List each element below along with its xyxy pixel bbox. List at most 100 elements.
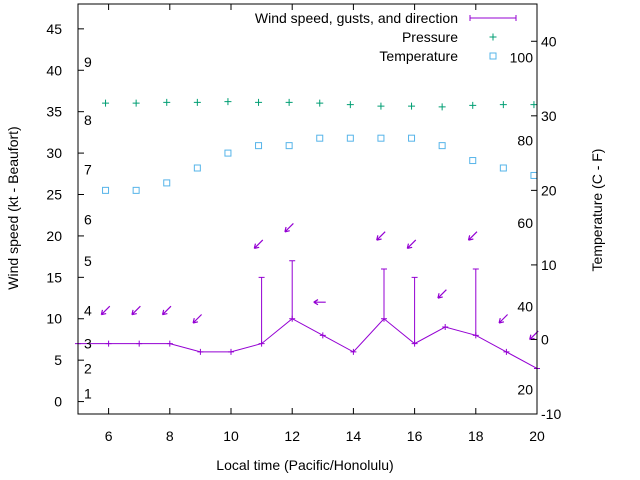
x-tick-label: 16 [407, 428, 423, 444]
wind-direction-arrow [406, 239, 417, 250]
fahrenheit-label: 100 [510, 50, 534, 66]
pressure-point [193, 98, 201, 106]
y-right-tick-label: 0 [541, 331, 549, 347]
temperature-point [377, 134, 385, 142]
x-tick-label: 8 [166, 428, 174, 444]
wind-speed-point [319, 332, 326, 339]
y-left-tick-label: 45 [46, 21, 62, 37]
wind-direction-arrow [467, 231, 478, 241]
y-axis-label-left: Wind speed (kt - Beaufort) [5, 126, 21, 289]
wind-speed-point [228, 348, 234, 355]
x-tick-label: 12 [284, 428, 300, 444]
beaufort-label: 1 [84, 385, 92, 401]
y-right-tick-label: 30 [541, 108, 557, 124]
fahrenheit-label: 80 [517, 132, 533, 148]
pressure-point [316, 99, 324, 107]
pressure-point [224, 98, 232, 106]
pressure-point [377, 102, 385, 110]
x-tick-label: 14 [346, 428, 362, 444]
legend-pressure-sample [489, 33, 497, 41]
wind-speed-point [136, 340, 143, 347]
temperature-point [285, 142, 293, 150]
axes: 6 8 10 12 14 16 18 20051015202530354045-1001020… [46, 3, 561, 444]
x-tick-label: 20 [529, 428, 545, 444]
wind-direction-arrow [161, 305, 172, 316]
y-right-tick-label: -10 [541, 406, 561, 422]
pressure-point [346, 101, 354, 109]
wind-direction-arrow [100, 305, 111, 316]
wind-speed-point [166, 340, 173, 347]
beaufort-label: 5 [84, 253, 92, 269]
pressure-point [163, 98, 171, 106]
beaufort-label: 8 [84, 112, 92, 128]
series-layer [75, 98, 540, 372]
pressure-point [102, 99, 110, 107]
temperature-point [163, 179, 171, 187]
pressure-point [132, 99, 140, 107]
beaufort-label: 9 [84, 54, 92, 70]
legend-temperature-label: Temperature [379, 48, 458, 64]
wind-direction-arrow [376, 231, 386, 241]
temperature-point [530, 171, 538, 179]
temperature-point [408, 134, 416, 142]
temperature-point [102, 186, 110, 194]
y-left-tick-label: 0 [54, 394, 62, 410]
y-axis-label-right: Temperature (C - F) [589, 149, 605, 272]
temperature-point [255, 142, 263, 150]
pressure-point [408, 102, 416, 110]
temperature-point [499, 164, 507, 172]
pressure-point [469, 101, 477, 109]
y-right-tick-label: 40 [541, 33, 557, 49]
wind-direction-arrow [498, 314, 509, 324]
y-left-tick-label: 10 [46, 311, 62, 327]
wind-direction-arrow [192, 314, 203, 324]
legend-pressure-label: Pressure [402, 29, 458, 45]
wind-speed-point [350, 348, 357, 355]
fahrenheit-label: 20 [517, 381, 533, 397]
temperature-point [316, 134, 324, 142]
y-left-tick-label: 20 [46, 228, 62, 244]
temperature-point [132, 186, 140, 194]
wind-direction-arrow [284, 222, 294, 233]
fahrenheit-label: 60 [517, 215, 533, 231]
temperature-point [224, 149, 232, 157]
beaufort-label: 6 [84, 211, 92, 227]
y-left-tick-label: 35 [46, 104, 62, 120]
y-left-tick-label: 5 [54, 352, 62, 368]
plot-frame [77, 3, 538, 415]
wind-speed-point [442, 324, 449, 331]
legend-temperature-sample [489, 52, 497, 60]
beaufort-label: 3 [84, 336, 92, 352]
fahrenheit-label: 40 [517, 299, 533, 315]
wind-direction-arrow [131, 305, 141, 316]
wind-direction-arrow [437, 289, 447, 299]
wind-direction-arrow [313, 299, 326, 306]
wind-gust-bar [411, 276, 418, 344]
x-axis-label: Local time (Pacific/Honolulu) [216, 457, 393, 473]
pressure-point [285, 98, 293, 106]
y-left-tick-label: 30 [46, 145, 62, 161]
beaufort-label: 4 [84, 302, 92, 318]
temperature-point [193, 164, 201, 172]
y-left-tick-label: 25 [46, 187, 62, 203]
temperature-point [346, 134, 354, 142]
x-tick-label: 10 [223, 428, 239, 444]
wind-gust-bar [472, 268, 479, 336]
wind-direction-arrow [253, 239, 264, 250]
wind-speed-line [78, 318, 538, 369]
legend: Wind speed, gusts, and direction Pressur… [255, 10, 517, 64]
wind-speed-point [197, 348, 204, 355]
temperature-point [438, 142, 446, 150]
y-right-tick-label: 20 [541, 182, 557, 198]
pressure-point [530, 101, 538, 109]
temperature-point [469, 157, 477, 165]
legend-wind-label: Wind speed, gusts, and direction [255, 10, 458, 26]
x-tick-label: 6 [105, 428, 113, 444]
pressure-point [499, 101, 507, 109]
wind-speed-point [503, 348, 510, 355]
pressure-point [255, 98, 263, 106]
wind-gust-bar [381, 268, 387, 319]
beaufort-label: 2 [84, 360, 92, 376]
y-left-tick-label: 15 [46, 269, 62, 285]
